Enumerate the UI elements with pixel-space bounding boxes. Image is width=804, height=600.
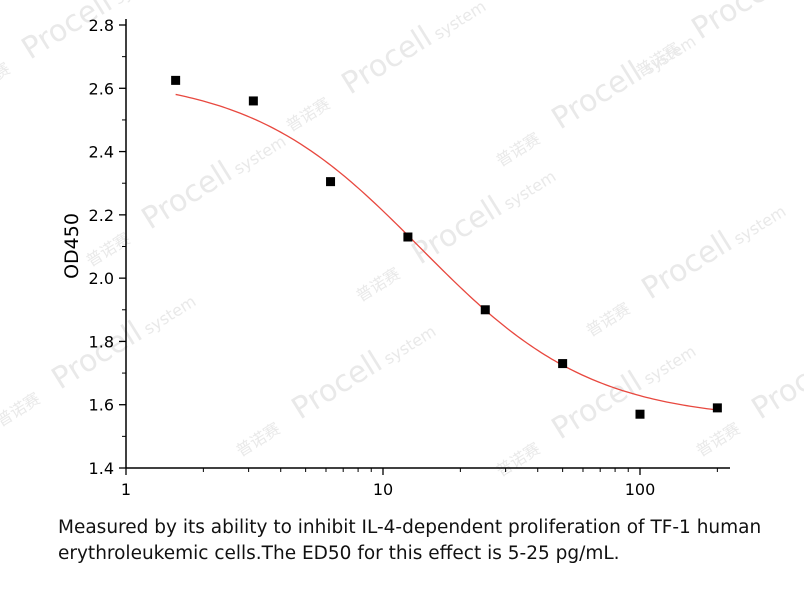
watermark-sub: system [110,0,169,8]
watermark-cn: 普诺赛 [0,389,43,431]
data-point [635,409,645,419]
watermark-cn: 普诺赛 [353,264,404,306]
y-tick-label: 2.6 [89,79,114,98]
chart: 普诺赛Procellsystem普诺赛Procellsystem普诺赛Proce… [0,0,804,499]
watermark-sub: system [500,167,559,214]
watermark-layer: 普诺赛Procellsystem普诺赛Procellsystem普诺赛Proce… [0,0,804,481]
data-point [248,96,258,106]
y-tick-label: 1.6 [89,396,114,415]
watermark-cn: 普诺赛 [283,94,334,136]
axes: 1.4 1.6 1.8 2.0 2.2 2.4 2.6 2.8 1 10 100 [89,16,730,499]
watermark-brand: Procell [46,315,149,397]
data-point [403,232,413,242]
y-tick-label: 2.4 [89,143,114,162]
watermark-brand: Procell [546,55,649,137]
watermark-sub: system [140,292,199,339]
watermark-brand: Procell [686,0,789,47]
y-axis-title: OD450 [61,213,83,279]
watermark-cn: 普诺赛 [693,419,744,461]
x-tick-label: 10 [373,480,393,499]
x-tick-label: 1 [121,480,131,499]
watermark-sub: system [380,322,439,369]
data-points-layer [171,75,722,419]
watermark-brand: Procell [136,155,239,237]
fit-curve-layer [175,93,718,411]
y-tick-label: 1.8 [89,332,114,351]
data-point [171,75,181,85]
x-tick-label: 100 [625,480,656,499]
watermark-cn: 普诺赛 [233,419,284,461]
y-tick-label: 2.0 [89,269,114,288]
watermark-sub: system [640,342,699,389]
watermark-brand: Procell [406,190,509,272]
data-point [480,305,490,315]
watermark-brand: Procell [286,345,389,427]
watermark-brand: Procell [336,20,439,102]
watermark-cn: 普诺赛 [493,129,544,171]
watermark-cn: 普诺赛 [633,39,684,81]
data-point [712,403,722,413]
y-tick-label: 2.2 [89,206,114,225]
y-tick-label: 2.8 [89,16,114,35]
watermark-cn: 普诺赛 [583,299,634,341]
watermark-brand: Procell [546,365,649,447]
caption: Measured by its ability to inhibit IL-4-… [58,517,762,564]
watermark-brand: Procell [636,225,739,307]
watermark-cn: 普诺赛 [0,59,13,101]
watermark-cn: 普诺赛 [493,439,544,481]
data-point [558,359,568,369]
fit-curve [175,93,718,411]
watermark-sub: system [430,0,489,43]
watermark-brand: Procell [746,345,804,427]
watermark-sub: system [730,202,789,249]
y-tick-label: 1.4 [89,459,114,478]
watermark-sub: system [230,132,289,179]
data-point [326,177,336,187]
